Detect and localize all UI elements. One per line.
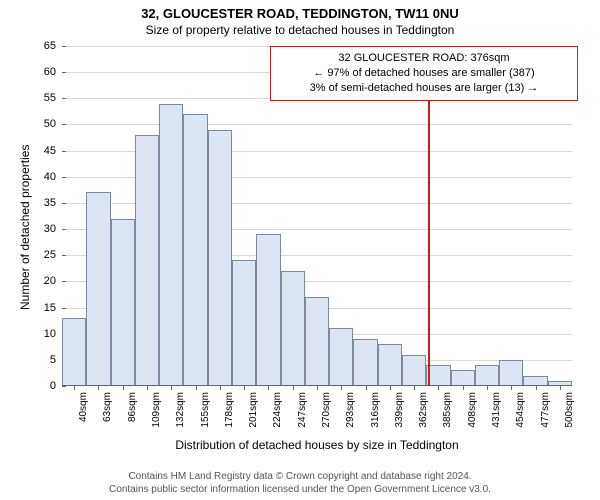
y-axis-label: Number of detached properties <box>18 145 32 310</box>
x-tick-label: 316sqm <box>370 392 381 428</box>
histogram-bar <box>281 271 305 386</box>
property-marker-line <box>428 53 430 386</box>
x-tick-label: 339sqm <box>394 392 405 428</box>
footer-line1: Contains HM Land Registry data © Crown c… <box>0 470 600 483</box>
x-tick-mark <box>341 386 342 390</box>
x-tick-label: 270sqm <box>321 392 332 428</box>
x-tick-mark <box>196 386 197 390</box>
x-tick-mark <box>366 386 367 390</box>
y-tick-label: 5 <box>50 354 62 366</box>
x-tick-mark <box>414 386 415 390</box>
footer: Contains HM Land Registry data © Crown c… <box>0 470 600 496</box>
histogram-bar <box>305 297 329 386</box>
x-tick-mark <box>74 386 75 390</box>
y-tick-label: 45 <box>44 145 62 157</box>
x-tick-label: 247sqm <box>297 392 308 428</box>
x-tick-label: 477sqm <box>540 392 551 428</box>
histogram-bar <box>378 344 402 386</box>
histogram-bar <box>256 234 280 386</box>
x-tick-label: 224sqm <box>272 392 283 428</box>
x-tick-label: 178sqm <box>224 392 235 428</box>
histogram-bar <box>135 135 159 386</box>
x-tick-label: 385sqm <box>442 392 453 428</box>
histogram-bar <box>159 104 183 386</box>
histogram-bar <box>451 370 475 386</box>
x-tick-label: 109sqm <box>151 392 162 428</box>
x-tick-mark <box>171 386 172 390</box>
x-tick-mark <box>560 386 561 390</box>
x-tick-mark <box>511 386 512 390</box>
y-tick-label: 10 <box>44 328 62 340</box>
x-tick-mark <box>123 386 124 390</box>
y-tick-label: 20 <box>44 275 62 287</box>
x-tick-mark <box>438 386 439 390</box>
y-tick-label: 40 <box>44 171 62 183</box>
x-tick-label: 293sqm <box>345 392 356 428</box>
infobox-line2: ← 97% of detached houses are smaller (38… <box>279 66 569 81</box>
histogram-bar <box>402 355 426 386</box>
x-tick-mark <box>293 386 294 390</box>
x-tick-mark <box>487 386 488 390</box>
y-tick-label: 35 <box>44 197 62 209</box>
x-tick-label: 63sqm <box>102 392 113 422</box>
x-tick-mark <box>268 386 269 390</box>
chart-title: 32, GLOUCESTER ROAD, TEDDINGTON, TW11 0N… <box>0 0 600 21</box>
y-tick-label: 50 <box>44 118 62 130</box>
histogram-bar <box>208 130 232 386</box>
x-tick-mark <box>147 386 148 390</box>
histogram-bar <box>499 360 523 386</box>
footer-line2: Contains public sector information licen… <box>0 483 600 496</box>
y-tick-label: 30 <box>44 223 62 235</box>
y-tick-label: 60 <box>44 66 62 78</box>
gridline <box>62 124 572 125</box>
x-tick-mark <box>536 386 537 390</box>
x-tick-label: 86sqm <box>127 392 138 422</box>
y-tick-label: 0 <box>50 380 62 392</box>
x-tick-label: 454sqm <box>515 392 526 428</box>
histogram-bar <box>353 339 377 386</box>
histogram-bar <box>183 114 207 386</box>
y-tick-label: 65 <box>44 40 62 52</box>
infobox-line1: 32 GLOUCESTER ROAD: 376sqm <box>279 51 569 66</box>
chart-container: 32, GLOUCESTER ROAD, TEDDINGTON, TW11 0N… <box>0 0 600 500</box>
y-tick-label: 25 <box>44 249 62 261</box>
x-tick-mark <box>390 386 391 390</box>
x-tick-label: 40sqm <box>78 392 89 422</box>
info-box: 32 GLOUCESTER ROAD: 376sqm ← 97% of deta… <box>270 46 578 101</box>
x-tick-mark <box>220 386 221 390</box>
x-tick-label: 155sqm <box>200 392 211 428</box>
x-tick-label: 132sqm <box>175 392 186 428</box>
histogram-bar <box>329 328 353 386</box>
x-tick-label: 431sqm <box>491 392 502 428</box>
x-tick-mark <box>463 386 464 390</box>
histogram-bar <box>426 365 450 386</box>
histogram-bar <box>62 318 86 386</box>
infobox-line3: 3% of semi-detached houses are larger (1… <box>279 81 569 96</box>
y-tick-label: 15 <box>44 302 62 314</box>
x-tick-mark <box>244 386 245 390</box>
x-tick-mark <box>317 386 318 390</box>
y-tick-label: 55 <box>44 92 62 104</box>
histogram-bar <box>475 365 499 386</box>
chart-subtitle: Size of property relative to detached ho… <box>0 21 600 41</box>
x-tick-label: 362sqm <box>418 392 429 428</box>
histogram-bar <box>232 260 256 386</box>
histogram-bar <box>111 219 135 386</box>
x-tick-mark <box>98 386 99 390</box>
histogram-bar <box>86 192 110 386</box>
x-tick-label: 500sqm <box>564 392 575 428</box>
x-tick-label: 408sqm <box>467 392 478 428</box>
x-tick-label: 201sqm <box>248 392 259 428</box>
x-axis-label: Distribution of detached houses by size … <box>62 438 572 452</box>
